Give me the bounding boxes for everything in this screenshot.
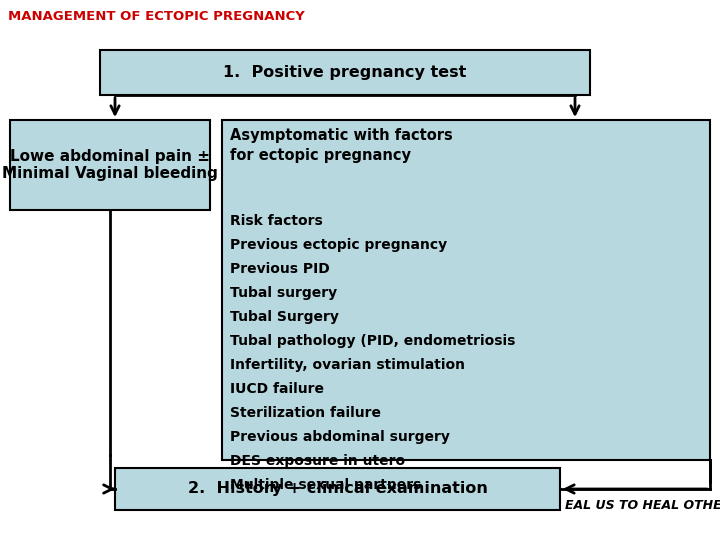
Text: DES exposure in utero: DES exposure in utero (230, 454, 405, 468)
FancyBboxPatch shape (10, 120, 210, 210)
Text: Tubal pathology (PID, endometriosis: Tubal pathology (PID, endometriosis (230, 334, 516, 348)
Text: IUCD failure: IUCD failure (230, 382, 324, 396)
Text: Tubal surgery: Tubal surgery (230, 286, 337, 300)
Text: Multiple sexual partners: Multiple sexual partners (230, 478, 421, 492)
Text: 1.  Positive pregnancy test: 1. Positive pregnancy test (223, 65, 467, 80)
Text: Asymptomatic with factors
for ectopic pregnancy: Asymptomatic with factors for ectopic pr… (230, 128, 453, 163)
Text: Previous PID: Previous PID (230, 262, 330, 276)
Text: EAL US TO HEAL OTHERS": EAL US TO HEAL OTHERS" (565, 499, 720, 512)
Text: Lowe abdominal pain ±
Minimal Vaginal bleeding: Lowe abdominal pain ± Minimal Vaginal bl… (2, 149, 218, 181)
Text: Risk factors: Risk factors (230, 214, 323, 228)
Text: 2.  History + clinical examination: 2. History + clinical examination (188, 482, 487, 496)
Text: Tubal Surgery: Tubal Surgery (230, 310, 339, 324)
Text: Previous abdominal surgery: Previous abdominal surgery (230, 430, 450, 444)
Text: Sterilization failure: Sterilization failure (230, 406, 381, 420)
FancyBboxPatch shape (115, 468, 560, 510)
Text: Infertility, ovarian stimulation: Infertility, ovarian stimulation (230, 358, 465, 372)
FancyBboxPatch shape (222, 120, 710, 460)
FancyBboxPatch shape (100, 50, 590, 95)
Text: Previous ectopic pregnancy: Previous ectopic pregnancy (230, 238, 447, 252)
Text: MANAGEMENT OF ECTOPIC PREGNANCY: MANAGEMENT OF ECTOPIC PREGNANCY (8, 10, 305, 23)
